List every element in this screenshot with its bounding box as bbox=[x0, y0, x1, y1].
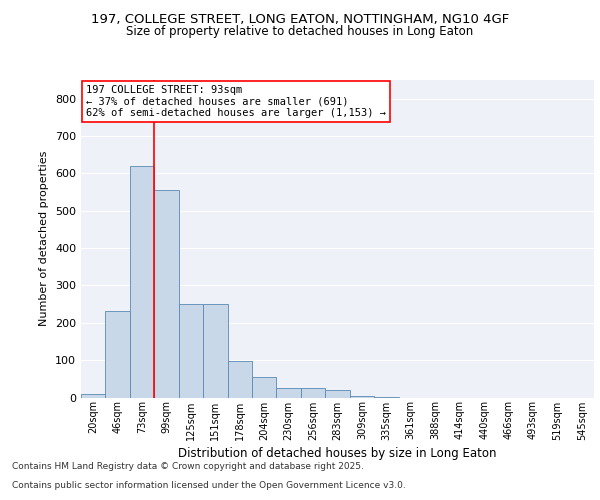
Bar bbox=[203, 304, 227, 398]
Text: Contains HM Land Registry data © Crown copyright and database right 2025.: Contains HM Land Registry data © Crown c… bbox=[12, 462, 364, 471]
Bar bbox=[130, 166, 154, 398]
Bar bbox=[227, 362, 252, 398]
Bar bbox=[325, 390, 350, 398]
Bar bbox=[179, 304, 203, 398]
Bar bbox=[252, 377, 277, 398]
Text: Size of property relative to detached houses in Long Eaton: Size of property relative to detached ho… bbox=[127, 25, 473, 38]
Text: 197 COLLEGE STREET: 93sqm
← 37% of detached houses are smaller (691)
62% of semi: 197 COLLEGE STREET: 93sqm ← 37% of detac… bbox=[86, 85, 386, 118]
X-axis label: Distribution of detached houses by size in Long Eaton: Distribution of detached houses by size … bbox=[178, 446, 497, 460]
Bar bbox=[154, 190, 179, 398]
Bar bbox=[81, 394, 106, 398]
Bar bbox=[350, 396, 374, 398]
Text: Contains public sector information licensed under the Open Government Licence v3: Contains public sector information licen… bbox=[12, 481, 406, 490]
Bar bbox=[277, 388, 301, 398]
Bar bbox=[106, 311, 130, 398]
Text: 197, COLLEGE STREET, LONG EATON, NOTTINGHAM, NG10 4GF: 197, COLLEGE STREET, LONG EATON, NOTTING… bbox=[91, 12, 509, 26]
Bar bbox=[301, 388, 325, 398]
Y-axis label: Number of detached properties: Number of detached properties bbox=[40, 151, 49, 326]
